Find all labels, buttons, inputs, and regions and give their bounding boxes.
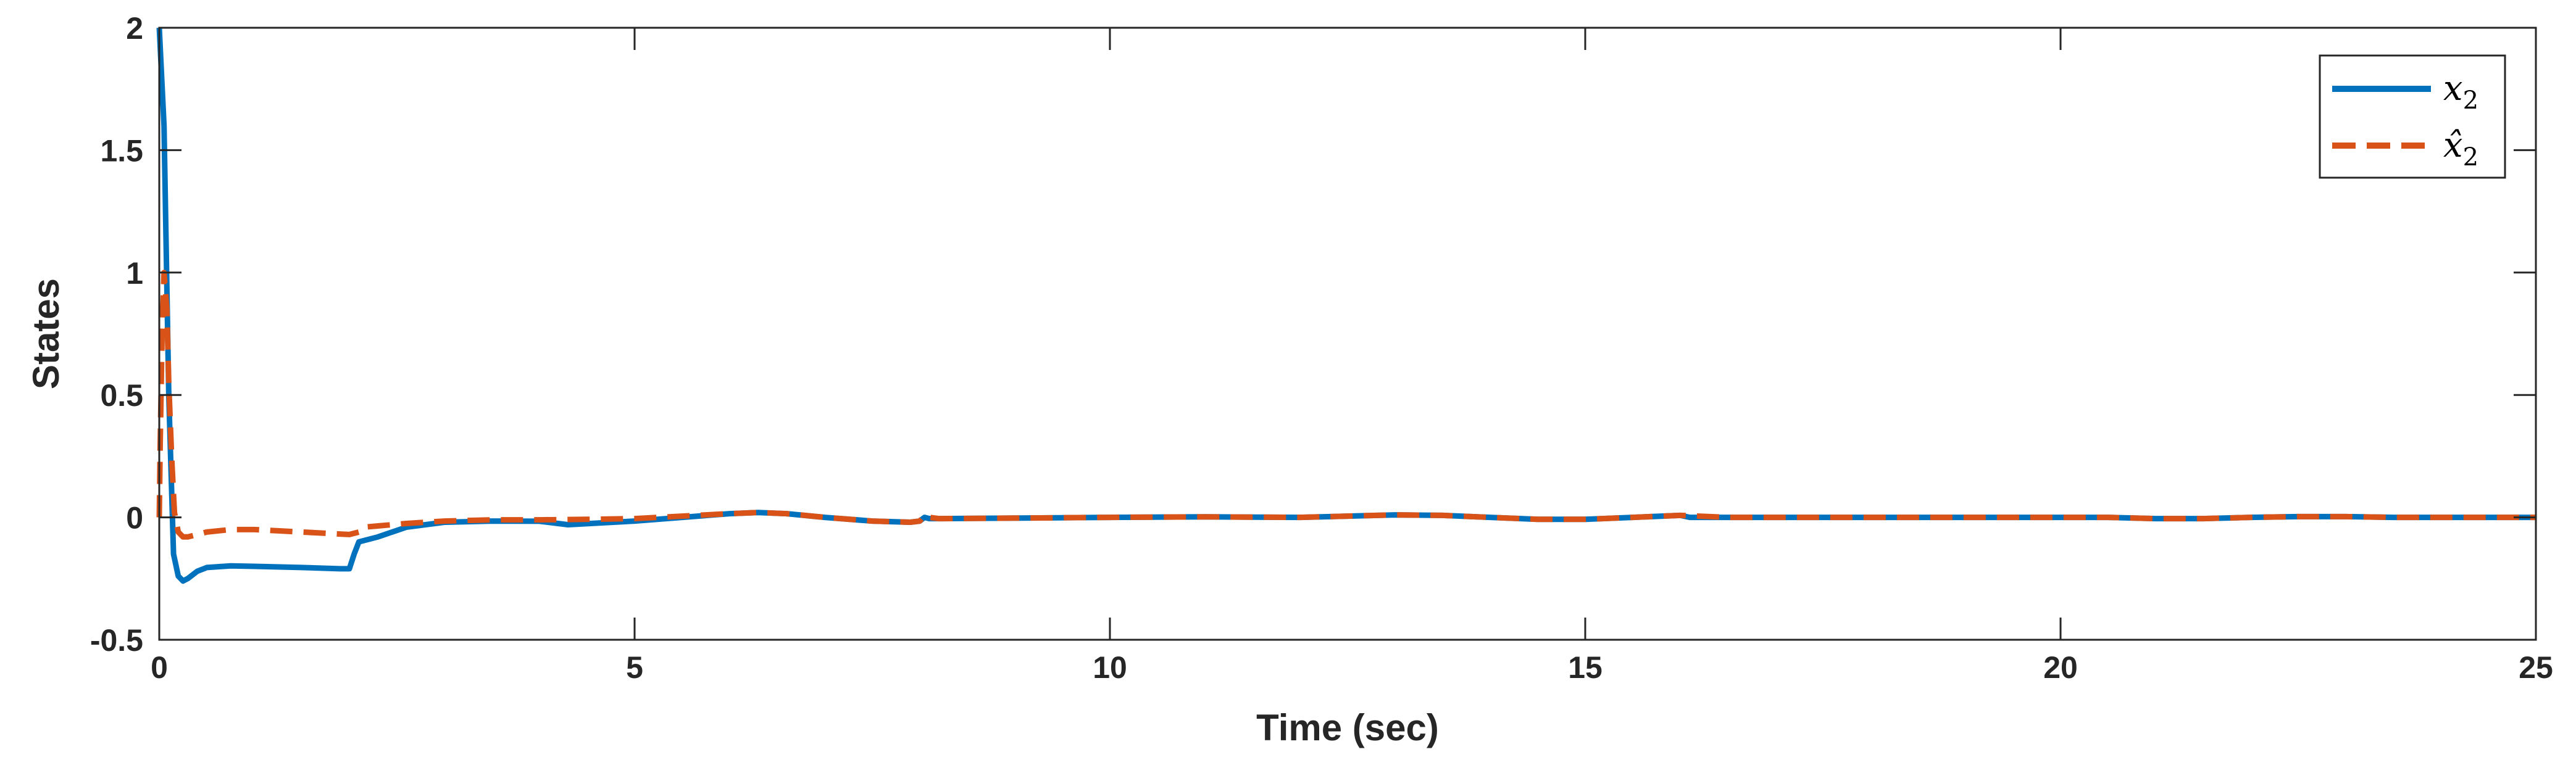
series-layer <box>156 27 2536 584</box>
x-tick-label: 10 <box>1093 650 1127 685</box>
y-tick-label: -0.5 <box>90 623 143 658</box>
y-axis-label: States <box>25 278 67 389</box>
legend-label-x2: x2 <box>2443 68 2478 115</box>
x-tick-label: 5 <box>626 650 643 685</box>
tick-layer: 0 5 10 15 20 25-0.500.511.52 <box>90 11 2553 685</box>
y-tick-label: 2 <box>126 11 143 46</box>
plot-area <box>159 28 2536 640</box>
legend-label-x2-hat: x̂2 <box>2443 125 2478 172</box>
x-axis-label: Time (sec) <box>1256 707 1439 748</box>
x-tick-label: 25 <box>2519 650 2553 685</box>
y-tick-label: 0.5 <box>100 378 143 413</box>
legend-box <box>2319 54 2506 179</box>
y-tick-label: 1 <box>126 256 143 291</box>
y-tick-label: 0 <box>126 501 143 536</box>
series-line-x2-hat <box>156 270 2536 540</box>
plot-frame <box>158 27 2537 641</box>
legend: x2 x̂2 <box>2319 54 2506 179</box>
x-tick-label: 0 <box>151 650 168 685</box>
x-tick-label: 20 <box>2043 650 2078 685</box>
y-tick-label: 1.5 <box>100 133 143 168</box>
x-tick-label: 15 <box>1568 650 1603 685</box>
